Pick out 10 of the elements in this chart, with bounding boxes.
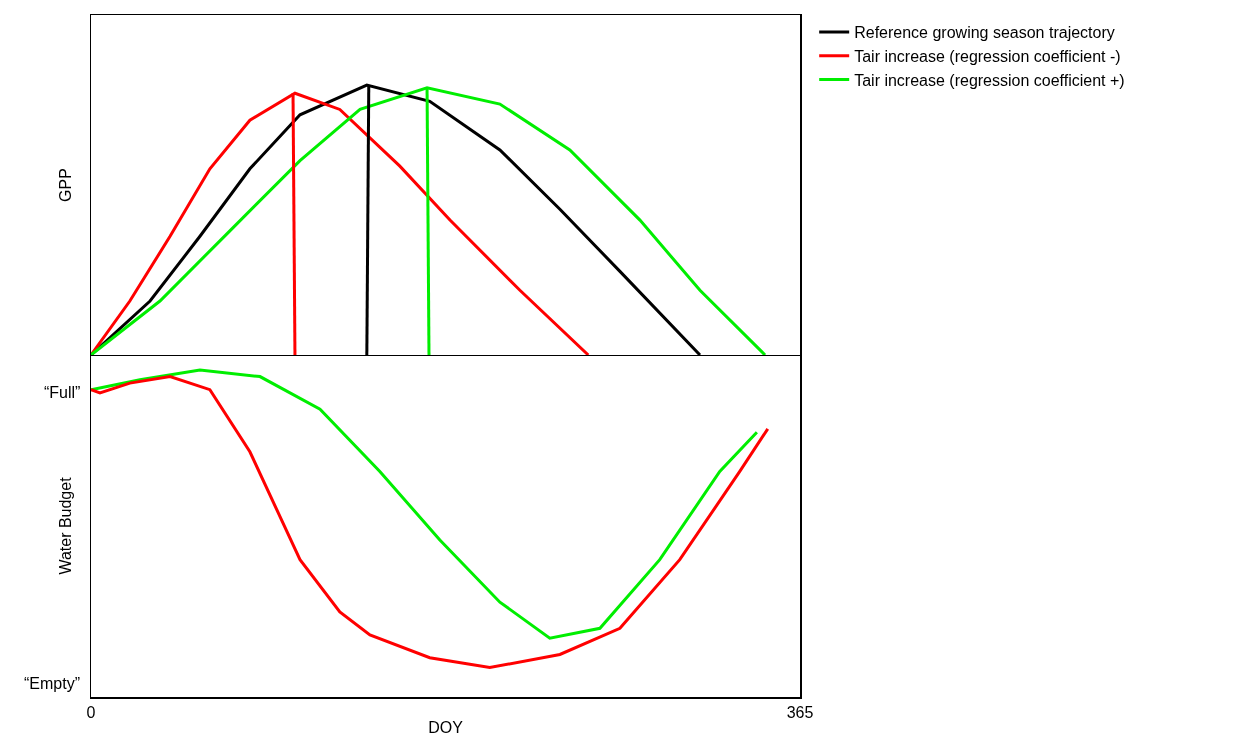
text: “Full” — [44, 384, 81, 401]
legend-label: Reference growing season trajectory — [854, 24, 1115, 42]
legend-label: Tair increase (regression coefficient +) — [854, 71, 1125, 89]
legend-label: Tair increase (regression coefficient -) — [854, 47, 1121, 65]
x-axis-title: DOY — [428, 719, 464, 736]
x-tick-label: 365 — [786, 703, 814, 721]
x-tick-label: 0 — [86, 703, 96, 721]
y-axis-title: Water Budget — [57, 476, 75, 575]
y-axis-title: GPP — [57, 168, 75, 202]
text: “Empty” — [24, 675, 80, 692]
